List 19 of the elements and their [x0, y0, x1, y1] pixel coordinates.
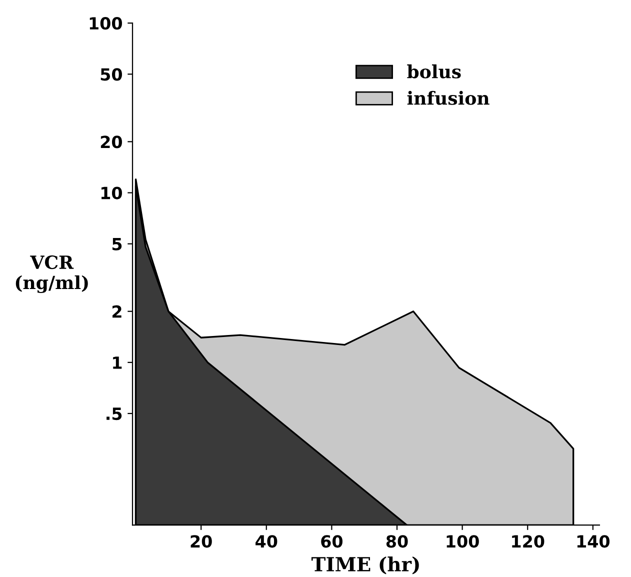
y-tick-label: 100: [90, 17, 122, 30]
x-tick-label: 100: [446, 535, 479, 548]
y-tick-label: 10: [101, 186, 122, 200]
x-tick-label: 120: [512, 535, 544, 548]
y-axis-title: VCR (ng/ml): [16, 255, 88, 294]
y-tick-label: 5: [112, 238, 122, 250]
y-tick-label: .5: [106, 408, 122, 420]
x-tick-label: 60: [321, 535, 342, 548]
y-tick-label: 50: [100, 68, 122, 81]
x-tick-label: 140: [577, 535, 610, 548]
y-tick-label: 2: [112, 305, 122, 318]
x-tick-label: 80: [386, 535, 408, 548]
legend-label: infusion: [407, 90, 490, 105]
legend-label: bolus: [407, 64, 461, 78]
y-tick-label: 1: [113, 356, 122, 369]
y-tick-label: 20: [100, 136, 122, 148]
x-tick-label: 40: [256, 535, 278, 548]
x-axis-title: TIME (hr): [311, 556, 419, 574]
x-tick-label: 20: [190, 535, 212, 548]
